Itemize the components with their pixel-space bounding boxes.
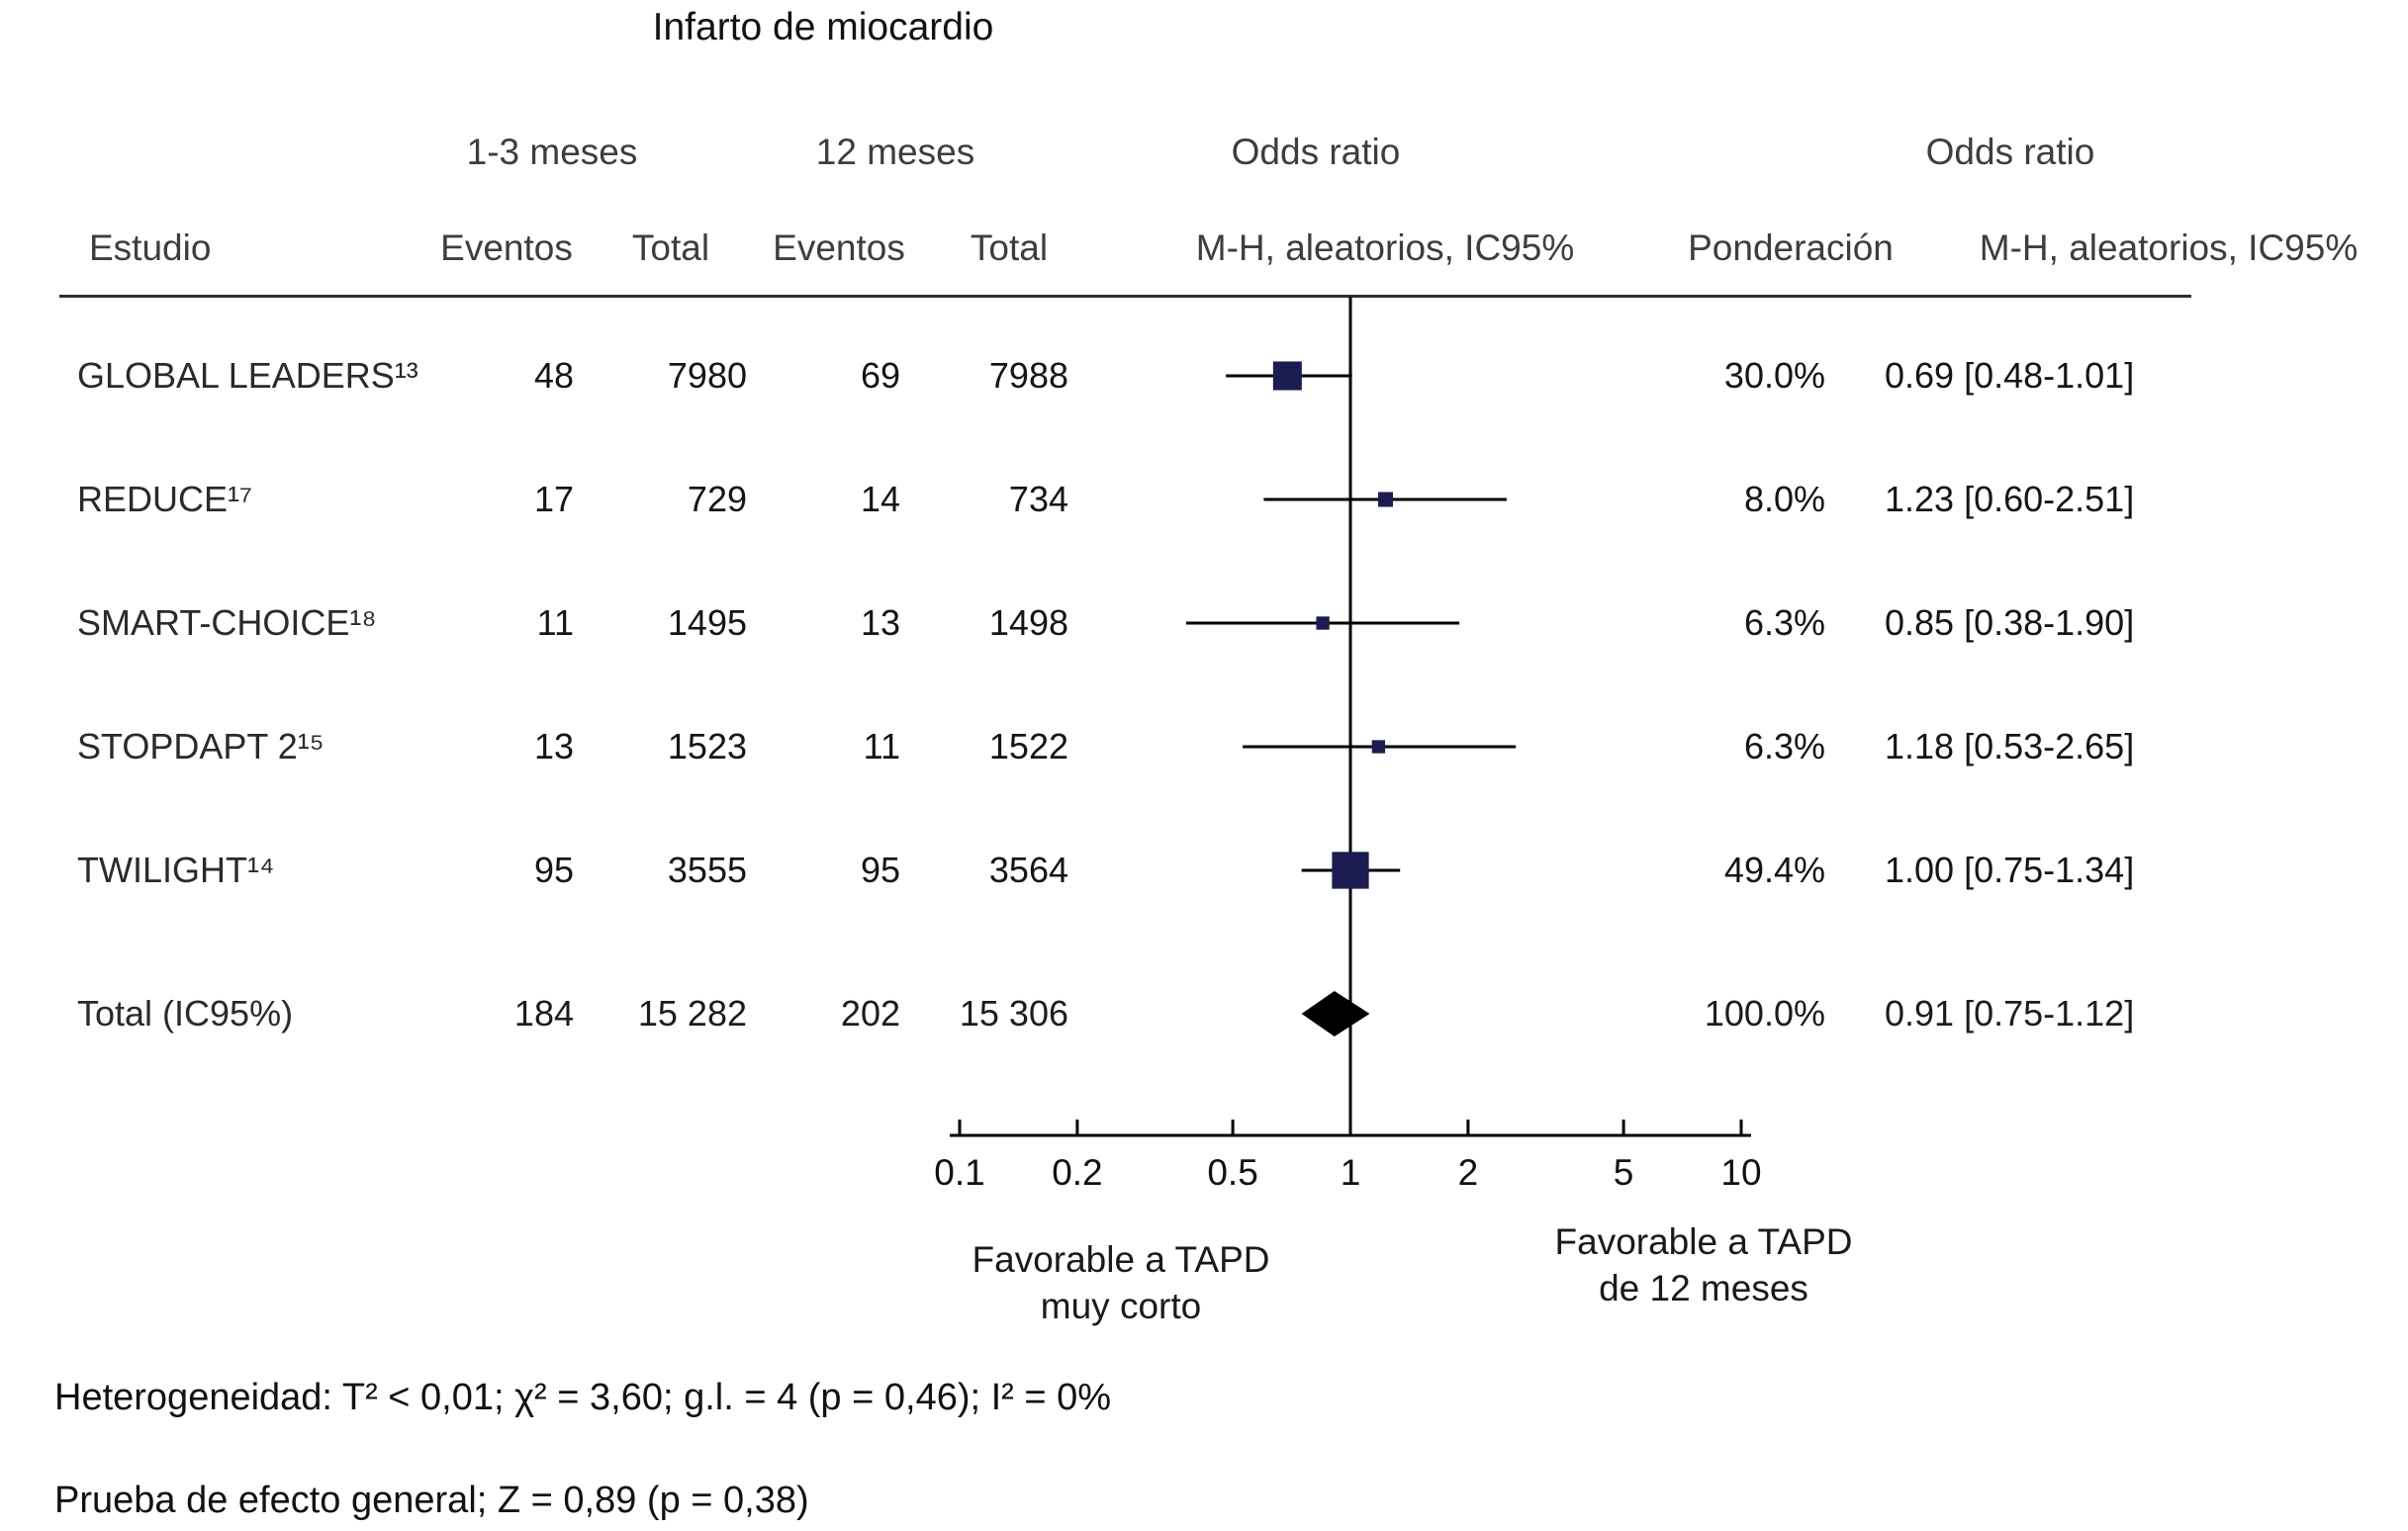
total1-cell: 7980	[667, 355, 747, 396]
table-row: SMART-CHOICE¹⁸ 11 1495 13 1498 6.3% 0.85 [0.38…	[0, 598, 2408, 648]
total1-col-header: Total	[631, 227, 710, 268]
axis-tick-label: 1	[1341, 1152, 1361, 1193]
events2-col-header: Eventos	[773, 227, 905, 268]
weight-cell: 8.0%	[1743, 479, 1825, 519]
events1-cell: 11	[536, 602, 574, 643]
weight-cell: 100.0%	[1704, 993, 1825, 1034]
axis-tick-label: 0.5	[1207, 1152, 1257, 1193]
favors-left-label: Favorable a TAPD muy corto	[972, 1236, 1270, 1329]
favors-right-line2: de 12 meses	[1599, 1268, 1808, 1308]
study-cell: STOPDAPT 2¹⁵	[77, 726, 324, 766]
total2-col-header: Total	[970, 227, 1049, 268]
or-label-cell: 1.00 [0.75-1.34]	[1885, 850, 2135, 890]
weight-cell: 49.4%	[1723, 850, 1825, 890]
total1-cell: 15 282	[637, 993, 747, 1034]
events2-cell: 11	[863, 726, 900, 766]
overall-effect-note: Prueba de efecto general; Z = 0,89 (p = …	[54, 1480, 809, 1521]
study-cell: TWILIGHT¹⁴	[77, 850, 275, 890]
events1-col-header: Eventos	[440, 227, 573, 268]
axis-tick-label: 0.2	[1052, 1152, 1102, 1193]
or-plot-header: Odds ratio	[1231, 132, 1401, 172]
total1-cell: 3555	[667, 850, 747, 890]
events1-cell: 17	[533, 479, 574, 519]
or-label-cell: 1.23 [0.60-2.51]	[1885, 479, 2135, 519]
axis-tick-label: 2	[1458, 1152, 1479, 1193]
or-label-cell: 0.69 [0.48-1.01]	[1885, 355, 2135, 396]
total2-cell: 15 306	[959, 993, 1068, 1034]
events2-cell: 202	[840, 993, 900, 1034]
study-cell: Total (IC95%)	[77, 993, 294, 1034]
chart-title: Infarto de miocardio	[652, 6, 994, 48]
weight-cell: 30.0%	[1723, 355, 1825, 396]
axis-tick-label: 10	[1720, 1152, 1761, 1193]
table-row: TWILIGHT¹⁴ 95 3555 95 3564 49.4% 1.00 [0.75-1.…	[0, 846, 2408, 895]
weight-cell: 6.3%	[1743, 726, 1825, 766]
header-rule	[59, 295, 2191, 298]
total2-cell: 1522	[988, 726, 1068, 766]
study-col-header: Estudio	[89, 227, 212, 268]
study-cell: SMART-CHOICE¹⁸	[77, 602, 377, 643]
table-row: GLOBAL LEADERS¹³ 48 7980 69 7988 30.0% 0.69 [0…	[0, 351, 2408, 401]
total1-cell: 1495	[667, 602, 747, 643]
favors-right-label: Favorable a TAPD de 12 meses	[1555, 1218, 1853, 1311]
or-plot-subheader: M-H, aleatorios, IC95%	[1195, 227, 1575, 268]
or-text-header: Odds ratio	[1925, 132, 2095, 172]
favors-left-line2: muy corto	[1040, 1286, 1202, 1326]
group2-header: 12 meses	[815, 132, 975, 172]
or-label-cell: 0.85 [0.38-1.90]	[1885, 602, 2135, 643]
events2-cell: 14	[860, 479, 900, 519]
study-cell: REDUCE¹⁷	[77, 479, 253, 519]
axis-tick-label: 5	[1614, 1152, 1634, 1193]
total2-cell: 7988	[988, 355, 1068, 396]
events1-cell: 48	[533, 355, 574, 396]
table-row: STOPDAPT 2¹⁵ 13 1523 11 1522 6.3% 1.18 [0.53-2…	[0, 722, 2408, 771]
total-row: Total (IC95%) 184 15 282 202 15 306 100.0% 0.9…	[0, 989, 2408, 1038]
group1-header: 1-3 meses	[466, 132, 638, 172]
heterogeneity-note: Heterogeneidad: T² < 0,01; χ² = 3,60; g.…	[54, 1377, 1112, 1418]
events1-cell: 95	[533, 850, 574, 890]
events1-cell: 184	[513, 993, 574, 1034]
total2-cell: 1498	[988, 602, 1068, 643]
axis-tick-label: 0.1	[934, 1152, 984, 1193]
or-label-cell: 1.18 [0.53-2.65]	[1885, 726, 2135, 766]
total1-cell: 1523	[667, 726, 747, 766]
events2-cell: 95	[860, 850, 900, 890]
table-row: REDUCE¹⁷ 17 729 14 734 8.0% 1.23 [0.60-2.51]	[0, 475, 2408, 524]
favors-right-line1: Favorable a TAPD	[1554, 1221, 1853, 1262]
events2-cell: 13	[860, 602, 900, 643]
weight-cell: 6.3%	[1743, 602, 1825, 643]
or-label-cell: 0.91 [0.75-1.12]	[1885, 993, 2135, 1034]
events1-cell: 13	[533, 726, 574, 766]
weight-col-header: Ponderación	[1688, 227, 1894, 268]
total1-cell: 729	[687, 479, 747, 519]
total2-cell: 3564	[988, 850, 1068, 890]
study-cell: GLOBAL LEADERS¹³	[77, 355, 418, 396]
events2-cell: 69	[860, 355, 900, 396]
favors-left-line1: Favorable a TAPD	[972, 1239, 1270, 1280]
total2-cell: 734	[1008, 479, 1068, 519]
or-text-subheader: M-H, aleatorios, IC95%	[1979, 227, 2359, 268]
